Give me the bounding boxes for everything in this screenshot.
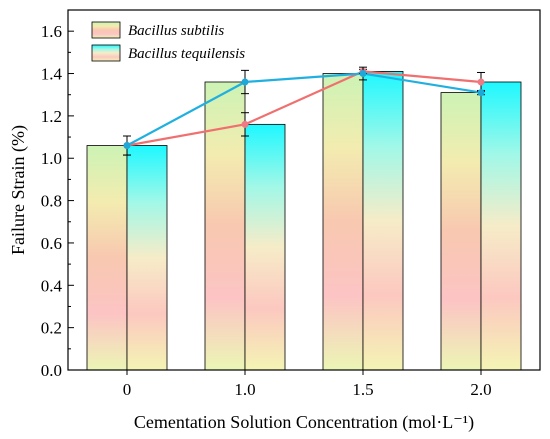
marker-subtilis-1 xyxy=(241,120,249,128)
y-tick-label: 0.4 xyxy=(41,276,63,295)
bar-subtilis-2 xyxy=(322,73,364,371)
marker-tequilensis-3 xyxy=(477,89,485,97)
bar-tequilensis-2 xyxy=(362,71,404,371)
x-tick-label: 1.5 xyxy=(352,380,373,399)
series-line-subtilis xyxy=(126,70,482,147)
y-tick-label: 1.6 xyxy=(41,22,62,41)
y-tick-label: 0.2 xyxy=(41,319,62,338)
x-tick-label: 0 xyxy=(123,380,132,399)
marker-tequilensis-2 xyxy=(359,70,367,78)
marker-tequilensis-0 xyxy=(123,142,131,150)
y-tick-label: 0.6 xyxy=(41,234,62,253)
plot-frame xyxy=(67,9,541,371)
y-tick-label: 0.0 xyxy=(41,361,62,380)
legend-label-subtilis: Bacillus subtilis xyxy=(128,23,224,39)
y-tick-label: 1.4 xyxy=(41,65,63,84)
y-axis-label: Failure Strain (%) xyxy=(8,125,29,255)
y-tick-label: 1.2 xyxy=(41,107,62,126)
bar-tequilensis-0 xyxy=(126,145,168,371)
lines-layer xyxy=(123,66,485,156)
x-axis-label: Cementation Solution Concentration (mol·… xyxy=(134,412,474,433)
bars-layer xyxy=(86,71,522,371)
legend-swatch-tequilensis xyxy=(91,44,121,62)
bar-subtilis-3 xyxy=(440,92,482,371)
x-tick-label: 2.0 xyxy=(470,380,491,399)
marker-tequilensis-1 xyxy=(241,78,249,86)
bar-tequilensis-1 xyxy=(244,123,286,371)
legend: Bacillus subtilis Bacillus tequilensis xyxy=(91,21,245,62)
series-line-tequilensis xyxy=(126,72,482,147)
bar-subtilis-0 xyxy=(86,145,128,371)
legend-swatch-subtilis xyxy=(91,21,121,39)
bar-tequilensis-3 xyxy=(480,81,522,371)
y-tick-label: 1.0 xyxy=(41,149,62,168)
marker-subtilis-3 xyxy=(477,78,485,86)
axes-layer: 0.0 0.2 0.4 0.6 0.8 1.0 1.2 1.4 1.6 0 1.0 1.5 2.0 xyxy=(41,22,492,399)
y-tick-label: 0.8 xyxy=(41,192,62,211)
x-tick-label: 1.0 xyxy=(234,380,255,399)
legend-label-tequilensis: Bacillus tequilensis xyxy=(128,46,245,62)
